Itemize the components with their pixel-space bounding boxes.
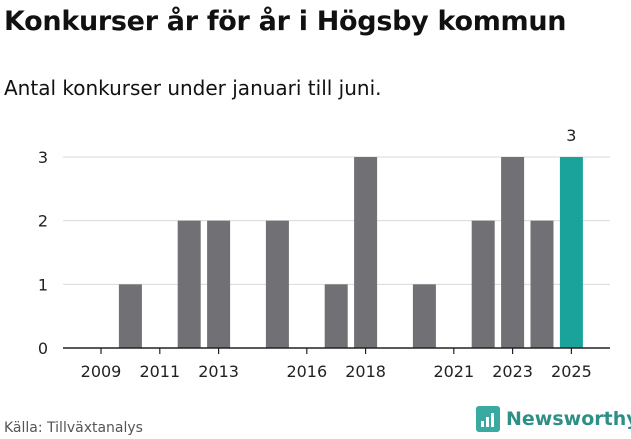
bar-2012 <box>177 220 201 348</box>
newsworthy-logo-icon <box>476 406 500 432</box>
bar-2018 <box>354 157 378 348</box>
bar-2022 <box>471 220 495 348</box>
bar-2010 <box>118 284 142 348</box>
y-tick-label: 3 <box>38 148 48 167</box>
bar-2017 <box>324 284 348 348</box>
x-tick-label: 2018 <box>345 362 386 381</box>
bar-2023 <box>501 157 525 348</box>
y-tick-label: 0 <box>38 339 48 358</box>
x-tick-label: 2013 <box>198 362 239 381</box>
chart-subtitle: Antal konkurser under januari till juni. <box>4 76 382 100</box>
x-tick-label: 2023 <box>492 362 533 381</box>
y-tick-label: 2 <box>38 212 48 231</box>
bar-2025 <box>559 157 583 348</box>
bar-2015 <box>265 220 289 348</box>
y-tick-label: 1 <box>38 275 48 294</box>
brand-logo: Newsworthy <box>476 406 631 432</box>
bar-2013 <box>207 220 231 348</box>
highlight-value-label: 3 <box>566 126 576 145</box>
x-tick-label: 2009 <box>81 362 122 381</box>
chart-title: Konkurser år för år i Högsby kommun <box>4 6 567 37</box>
x-tick-label: 2011 <box>139 362 180 381</box>
x-tick-label: 2016 <box>286 362 327 381</box>
bar-2024 <box>530 220 554 348</box>
x-tick-label: 2025 <box>551 362 592 381</box>
x-tick-label: 2021 <box>433 362 474 381</box>
brand-name: Newsworthy <box>506 408 631 430</box>
source-label: Källa: Tillväxtanalys <box>4 420 143 436</box>
bar-2020 <box>412 284 436 348</box>
bar-chart: 0 1 2 3 3 2009 2011 2013 2016 2018 2021 2023 2025 <box>38 126 610 381</box>
